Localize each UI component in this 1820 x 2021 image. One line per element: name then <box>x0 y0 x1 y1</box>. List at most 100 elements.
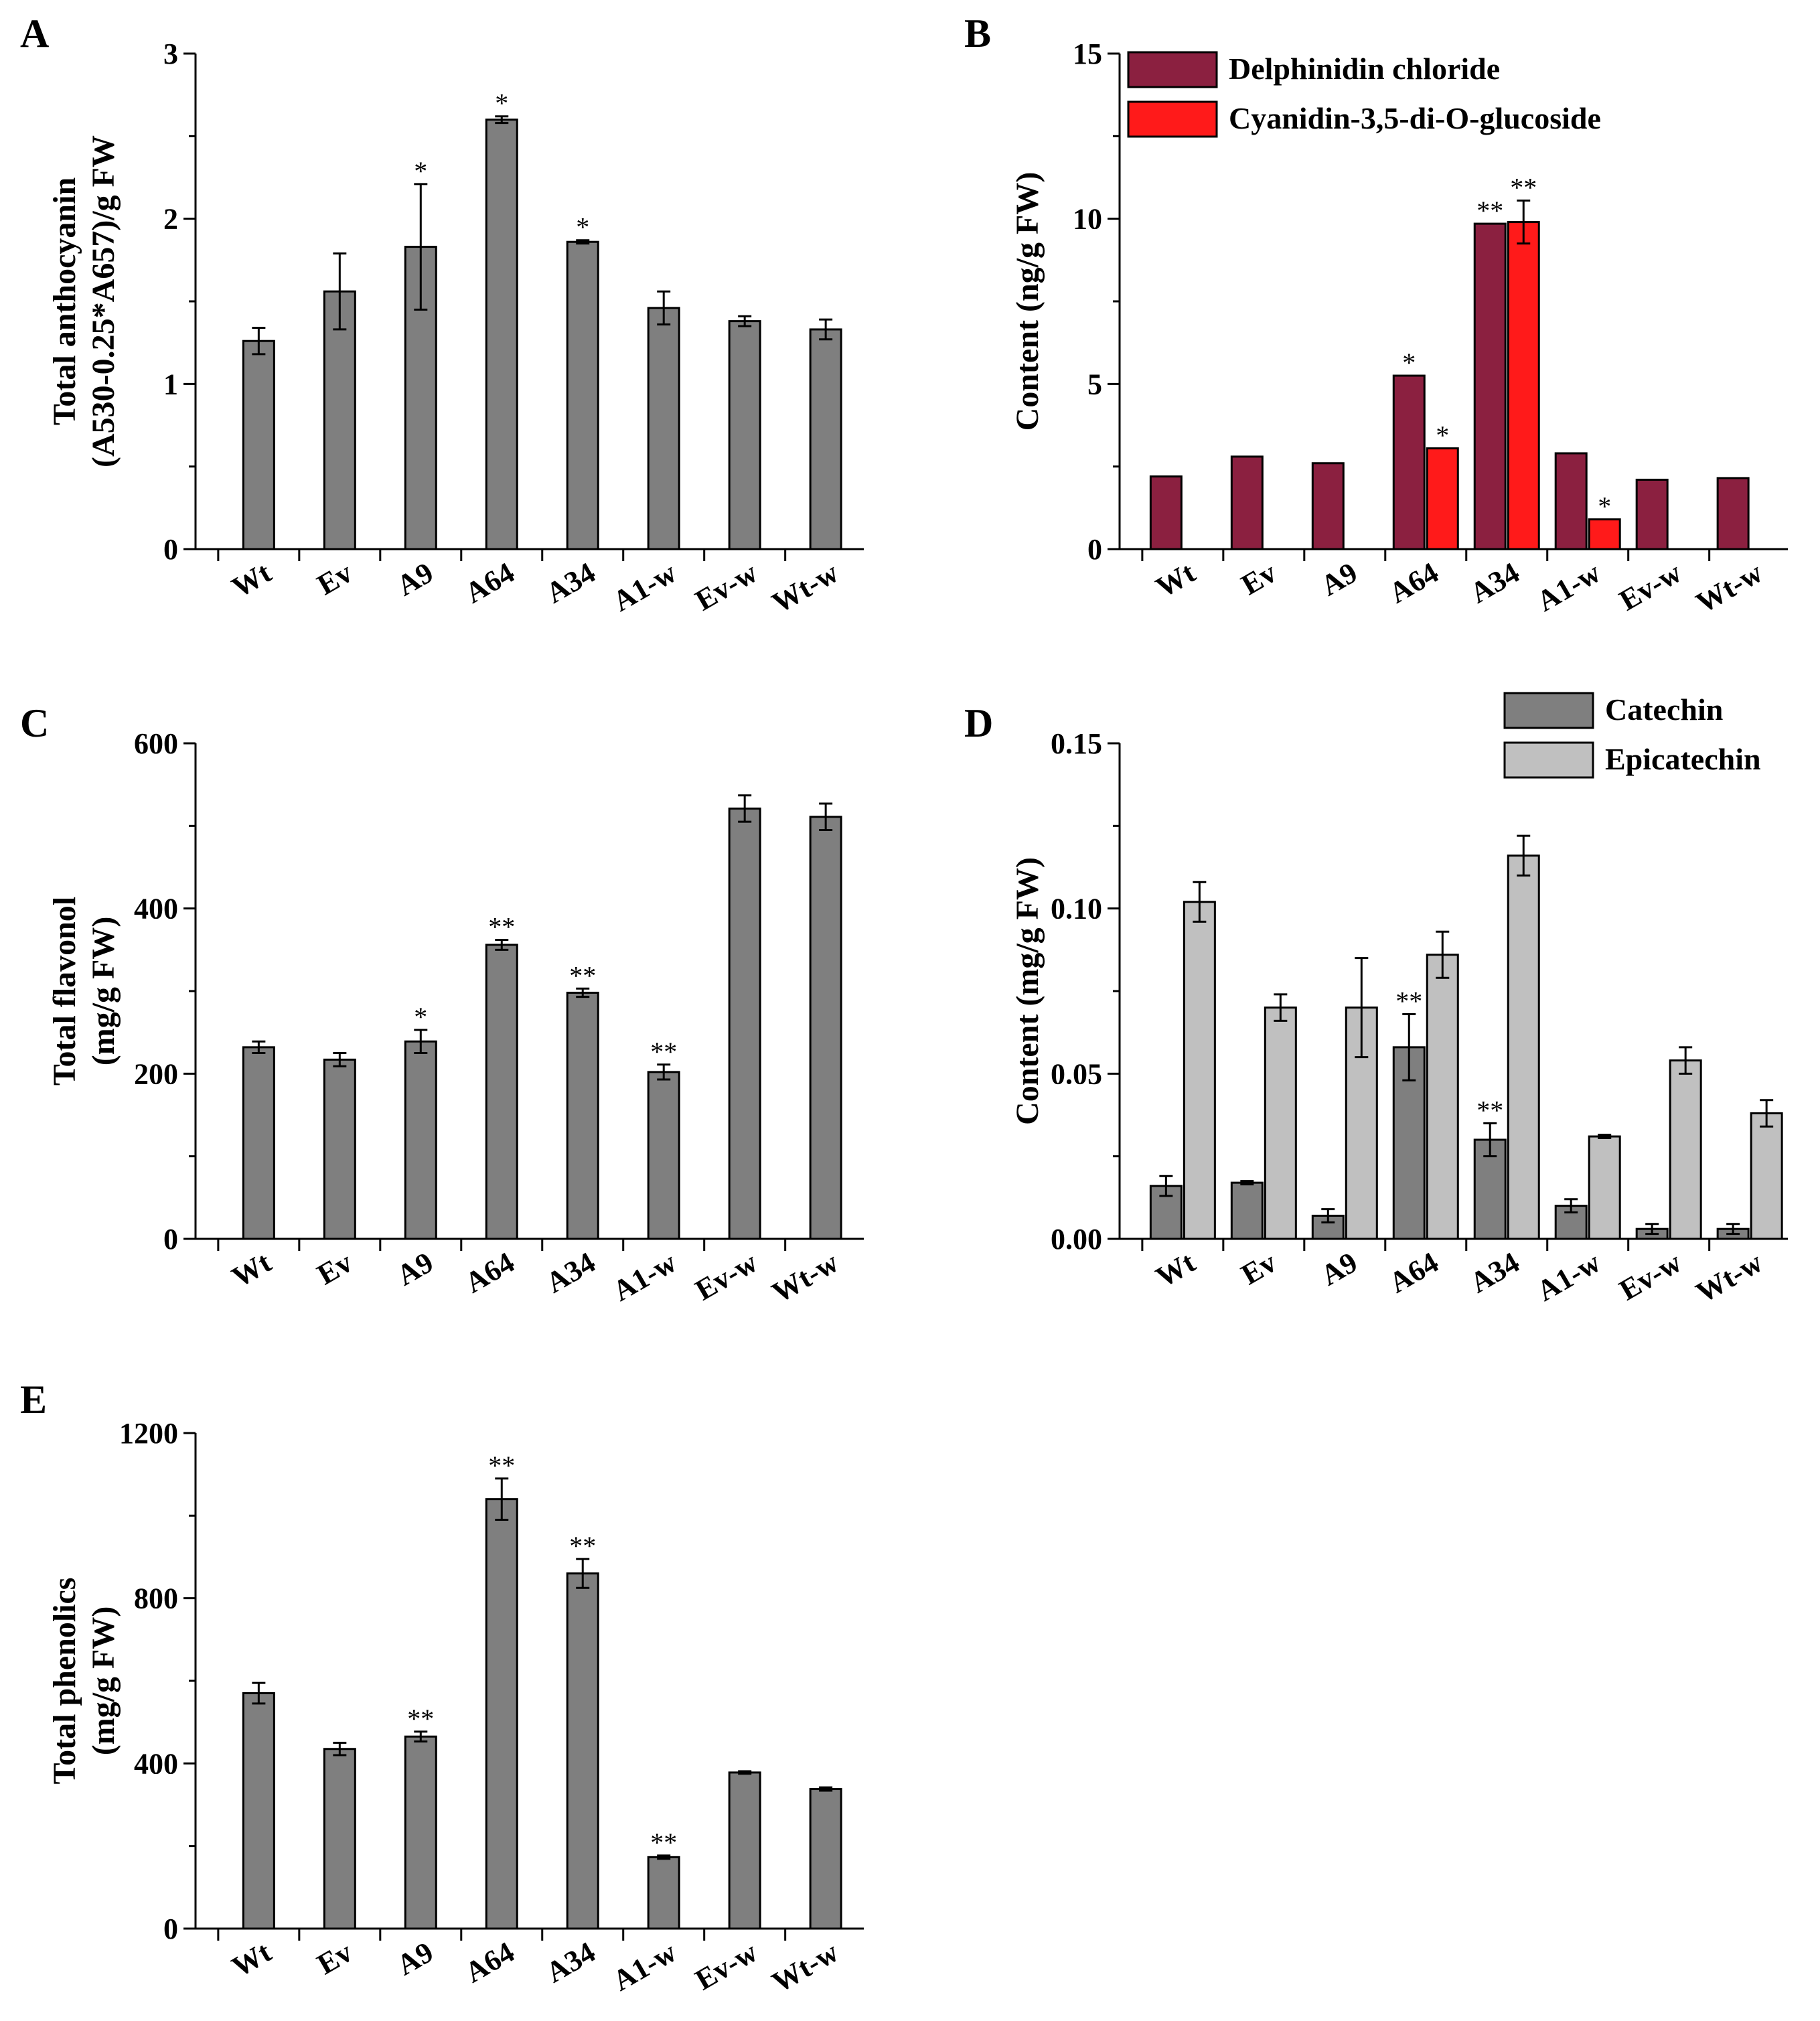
panel-b-bar <box>1588 518 1621 550</box>
panel-e-ytick-label-0: 0 <box>163 1913 178 1945</box>
panel-e-bar <box>485 1498 518 1930</box>
panel-a-category-label: A34 <box>540 556 601 609</box>
panel-e-bar <box>323 1748 356 1930</box>
panel-b-bar <box>1149 475 1183 550</box>
panel-b-significance-mark: * <box>1598 492 1611 522</box>
panel-a-significance-mark: * <box>414 156 427 186</box>
panel-b-letter: B <box>964 11 991 56</box>
panel-e-significance-mark: ** <box>569 1531 596 1561</box>
panel-d-letter: D <box>964 701 993 745</box>
panel-d-legend-label: Catechin <box>1605 692 1723 727</box>
panel-c-significance-mark: ** <box>569 960 596 990</box>
panel-d-ytick-label-0: 0.00 <box>1051 1223 1102 1256</box>
panel-a-category-label: Wt <box>226 556 277 604</box>
panel-b-legend-swatch <box>1127 100 1218 138</box>
panel-a-ytick-label-3: 3 <box>163 38 178 70</box>
panel-c-category-label: Wt-w <box>767 1246 844 1309</box>
panel-b-bar <box>1392 374 1426 550</box>
panel-a-category-label: Wt-w <box>767 556 844 619</box>
panel-b-category-label: A34 <box>1464 556 1525 609</box>
panel-b-significance-mark: ** <box>1510 173 1537 203</box>
panel-e-bar <box>566 1572 599 1930</box>
panel-b-category-label: A9 <box>1315 556 1363 602</box>
panel-b-legend-swatch <box>1127 51 1218 88</box>
panel-c-category-label: A9 <box>391 1246 439 1292</box>
panel-b-bar <box>1426 447 1459 550</box>
panel-e-ytick-label-1: 400 <box>134 1747 178 1780</box>
panel-d-ytick-label-3: 0.15 <box>1051 727 1102 760</box>
panel-b-bar <box>1554 452 1588 550</box>
panel-b-bar <box>1473 222 1507 550</box>
panel-b-ytick-label-2: 10 <box>1073 203 1102 236</box>
panel-c-bar <box>647 1071 680 1240</box>
panel-e-category-label: Wt <box>226 1935 277 1983</box>
panel-a-category-label: Ev-w <box>690 556 763 617</box>
panel-a-y-axis-title: Total anthocyanin <box>47 177 82 425</box>
panel-a: A 0 1 2 3 Wt Ev A9 A64 A34 A1-w Ev-w Wt-w Total antho… <box>20 11 864 619</box>
panel-b-category-label: Wt <box>1150 556 1201 604</box>
panel-c-bar <box>323 1058 356 1240</box>
panel-d-category-label: Ev <box>1235 1246 1282 1291</box>
panel-e-bar <box>809 1788 842 1930</box>
panel-a-category-label: A1-w <box>607 556 682 618</box>
panel-a-letter: A <box>20 11 49 56</box>
panel-d-category-label: A34 <box>1464 1246 1525 1299</box>
panel-d-bar <box>1392 1046 1426 1240</box>
panel-d-bar <box>1426 954 1459 1240</box>
panel-a-bar <box>485 119 518 550</box>
panel-b-category-label: Ev <box>1235 556 1282 601</box>
panel-c-category-label: A1-w <box>607 1246 682 1308</box>
panel-d-legend-swatch <box>1503 692 1594 729</box>
panel-c-bar <box>485 944 518 1240</box>
panel-b-significance-mark: * <box>1402 348 1416 378</box>
panel-a-ytick-label-1: 1 <box>163 368 178 400</box>
panel-d-legend-swatch <box>1503 741 1594 779</box>
panel-c-ytick-label-0: 0 <box>163 1223 178 1256</box>
panel-a-bar <box>728 320 761 550</box>
panel-a-bar <box>242 340 275 550</box>
panel-b-bar <box>1230 455 1264 550</box>
panel-d-ytick-label-1: 0.05 <box>1051 1057 1102 1090</box>
panel-d-bar <box>1230 1181 1264 1240</box>
panel-e-bar <box>404 1735 437 1930</box>
panel-b-bar <box>1311 462 1345 550</box>
panel-a-bar <box>809 328 842 550</box>
panel-a-ytick-label-2: 2 <box>163 203 178 236</box>
panel-d-bar <box>1183 901 1216 1240</box>
panel-c-bar <box>242 1046 275 1240</box>
panel-d-bar <box>1669 1059 1702 1240</box>
panel-d-category-label: Ev-w <box>1614 1246 1687 1306</box>
panel-b-category-label: Wt-w <box>1691 556 1768 619</box>
panel-e-y-axis-title: (mg/g FW) <box>86 1606 121 1756</box>
panel-e-letter: E <box>20 1377 47 1422</box>
panel-e-category-label: A9 <box>391 1935 439 1981</box>
panel-d-category-label: Wt <box>1150 1246 1201 1294</box>
panel-d-significance-mark: ** <box>1395 986 1422 1017</box>
panel-e-bar <box>647 1856 680 1930</box>
panel-e-ytick-label-2: 800 <box>134 1582 178 1615</box>
panel-e: E 0 400 800 1200 Wt Ev A9 A64 A34 A1-w Ev-w Wt-w Tota… <box>20 1377 864 1999</box>
panel-d-ytick-label-2: 0.10 <box>1051 893 1102 925</box>
panel-e-bar <box>728 1771 761 1930</box>
panel-b-y-axis-title: Content (ng/g FW) <box>1010 172 1045 431</box>
panel-e-category-label: A1-w <box>607 1935 682 1998</box>
panel-e-significance-mark: ** <box>488 1450 515 1481</box>
panel-d-bar <box>1507 854 1540 1240</box>
panel-d-significance-mark: ** <box>1476 1095 1503 1125</box>
panel-d-category-label: A1-w <box>1531 1246 1606 1308</box>
panel-b-bar <box>1716 477 1750 550</box>
panel-c-bar <box>404 1040 437 1240</box>
panel-c-ytick-label-3: 600 <box>134 727 178 760</box>
panel-b-significance-mark: * <box>1436 421 1449 451</box>
panel-e-category-label: A64 <box>459 1935 520 1989</box>
panel-d-category-label: A9 <box>1315 1246 1363 1292</box>
panel-b-category-label: A64 <box>1383 556 1444 609</box>
panel-d-bar <box>1750 1112 1783 1240</box>
panel-b-significance-mark: ** <box>1476 196 1503 226</box>
panel-b-legend-label: Delphinidin chloride <box>1229 52 1500 86</box>
panel-e-bar <box>242 1692 275 1930</box>
panel-a-bar <box>647 307 680 550</box>
panel-c-category-label: A34 <box>540 1246 601 1299</box>
panel-c-category-label: Wt <box>226 1246 277 1294</box>
panel-a-y-axis-title: (A530-0.25*A657)/g FW <box>86 135 121 467</box>
